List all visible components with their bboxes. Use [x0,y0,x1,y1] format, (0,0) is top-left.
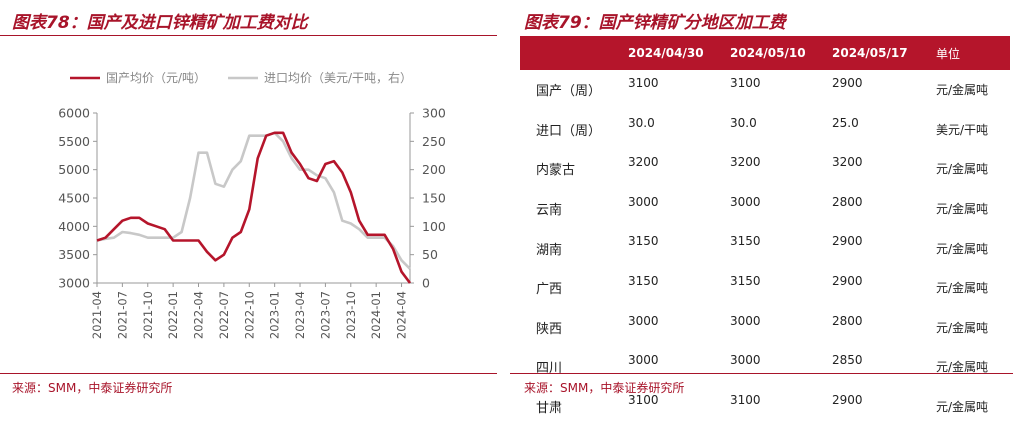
x-tick-label: 2024-04 [395,291,409,339]
value-cell: 3200 [730,155,761,170]
x-tick-label: 2022-04 [192,291,206,339]
y-tick-label-left: 5000 [58,162,90,177]
series-line-import [96,131,411,270]
unit-cell: 美元/干吨 [936,122,989,137]
x-tick-label: 2023-04 [293,291,307,339]
value-cell: 25.0 [832,115,859,130]
value-cell: 3100 [730,76,761,90]
table-header-row: 2024/04/30 2024/05/10 2024/05/17 单位 [520,36,1010,70]
title-rule [0,35,497,36]
right-panel: 图表79：国产锌精矿分地区加工费 2024/04/30 2024/05/10 2… [510,0,1013,416]
row-label: 国产（周） [536,84,602,100]
y-tick-label-right: 300 [422,106,446,121]
source-note: 来源：SMM，中泰证券研究所 [524,381,685,395]
header-cell: 2024/05/10 [722,36,824,70]
unit-cell: 元/金属吨 [936,162,989,177]
value-cell: 3000 [730,313,761,328]
legend-label: 国产均价（元/吨） [106,71,206,85]
y-tick-label-left: 6000 [58,106,90,121]
unit-cell: 元/金属吨 [936,241,989,256]
value-cell: 3000 [730,353,761,368]
y-tick-label-left: 5500 [58,134,90,149]
x-tick-label: 2022-01 [166,291,180,339]
row-label: 陕西 [536,321,563,337]
value-cell: 2800 [832,194,863,209]
row-label: 湖南 [536,242,563,258]
value-cell: 3150 [730,273,761,288]
x-tick-label: 2021-10 [141,291,155,339]
row-label: 四川 [536,361,563,377]
value-cell: 3100 [730,392,761,407]
value-cell: 3100 [628,76,659,90]
tc-table: 2024/04/30 2024/05/10 2024/05/17 单位 国产（周… [520,36,1010,426]
value-cell: 2900 [832,234,863,249]
table-row: 云南 3000 3000 2800 元/金属吨 [520,189,1010,229]
source-rule [0,373,497,374]
legend-label: 进口均价（美元/干吨，右） [264,70,412,85]
row-label: 广西 [536,282,563,298]
row-label: 云南 [536,203,563,219]
unit-cell: 元/金属吨 [936,83,989,98]
y-tick-label-left: 4500 [58,191,90,206]
x-tick-label: 2023-07 [318,291,332,339]
table-row: 四川 3000 3000 2850 元/金属吨 [520,347,1010,387]
y-tick-label-left: 3000 [58,276,90,291]
table-row: 进口（周） 30.0 30.0 25.0 美元/干吨 [520,110,1010,150]
chart-title: 图表78：国产及进口锌精矿加工费对比 [12,13,308,33]
value-cell: 3200 [832,155,863,170]
y-tick-label-right: 150 [422,191,446,206]
y-tick-label-right: 0 [422,276,430,291]
value-cell: 3000 [628,353,659,368]
x-tick-label: 2022-10 [242,291,256,339]
table-row: 陕西 3000 3000 2800 元/金属吨 [520,308,1010,348]
row-label: 进口（周） [536,123,602,139]
value-cell: 2900 [832,76,863,90]
x-tick-label: 2022-07 [217,291,231,339]
source-note: 来源：SMM，中泰证券研究所 [12,381,173,395]
header-cell: 2024/04/30 [620,36,722,70]
x-tick-label: 2024-01 [369,291,383,339]
value-cell: 30.0 [730,115,757,130]
y-tick-label-right: 100 [422,219,446,234]
row-label: 内蒙古 [536,163,576,179]
unit-cell: 元/金属吨 [936,202,989,217]
value-cell: 3150 [628,234,659,249]
y-tick-label-right: 200 [422,162,446,177]
x-tick-label: 2021-07 [115,291,129,339]
value-cell: 3000 [730,194,761,209]
x-tick-label: 2023-10 [344,291,358,339]
value-cell: 3150 [730,234,761,249]
value-cell: 2900 [832,273,863,288]
table-row: 广西 3150 3150 2900 元/金属吨 [520,268,1010,308]
value-cell: 3000 [628,194,659,209]
header-cell [520,36,620,70]
x-tick-label: 2023-01 [268,291,282,339]
value-cell: 2800 [832,313,863,328]
value-cell: 30.0 [628,115,655,130]
value-cell: 2900 [832,392,863,407]
table-row: 内蒙古 3200 3200 3200 元/金属吨 [520,149,1010,189]
table-row: 湖南 3150 3150 2900 元/金属吨 [520,228,1010,268]
y-tick-label-right: 50 [422,247,438,262]
series-line-domestic [96,131,412,284]
x-tick-label: 2021-04 [90,291,104,339]
value-cell: 3000 [628,313,659,328]
table-title: 图表79：国产锌精矿分地区加工费 [524,13,786,33]
y-tick-label-left: 3500 [58,247,90,262]
header-cell: 单位 [928,36,1010,70]
table-row: 国产（周） 3100 3100 2900 元/金属吨 [520,70,1010,110]
header-cell: 2024/05/17 [824,36,928,70]
y-tick-label-right: 250 [422,134,446,149]
unit-cell: 元/金属吨 [936,281,989,296]
unit-cell: 元/金属吨 [936,360,989,375]
value-cell: 2850 [832,353,863,368]
line-chart: 国产均价（元/吨） 进口均价（美元/干吨，右）300035004000450050… [58,70,446,339]
value-cell: 3150 [628,273,659,288]
left-panel: 图表78：国产及进口锌精矿加工费对比 国产均价（元/吨） 进口均价（美元/干吨，右… [0,0,497,403]
unit-cell: 元/金属吨 [936,400,989,415]
value-cell: 3200 [628,155,659,170]
unit-cell: 元/金属吨 [936,320,989,335]
source-rule [510,373,1013,374]
y-tick-label-left: 4000 [58,219,90,234]
